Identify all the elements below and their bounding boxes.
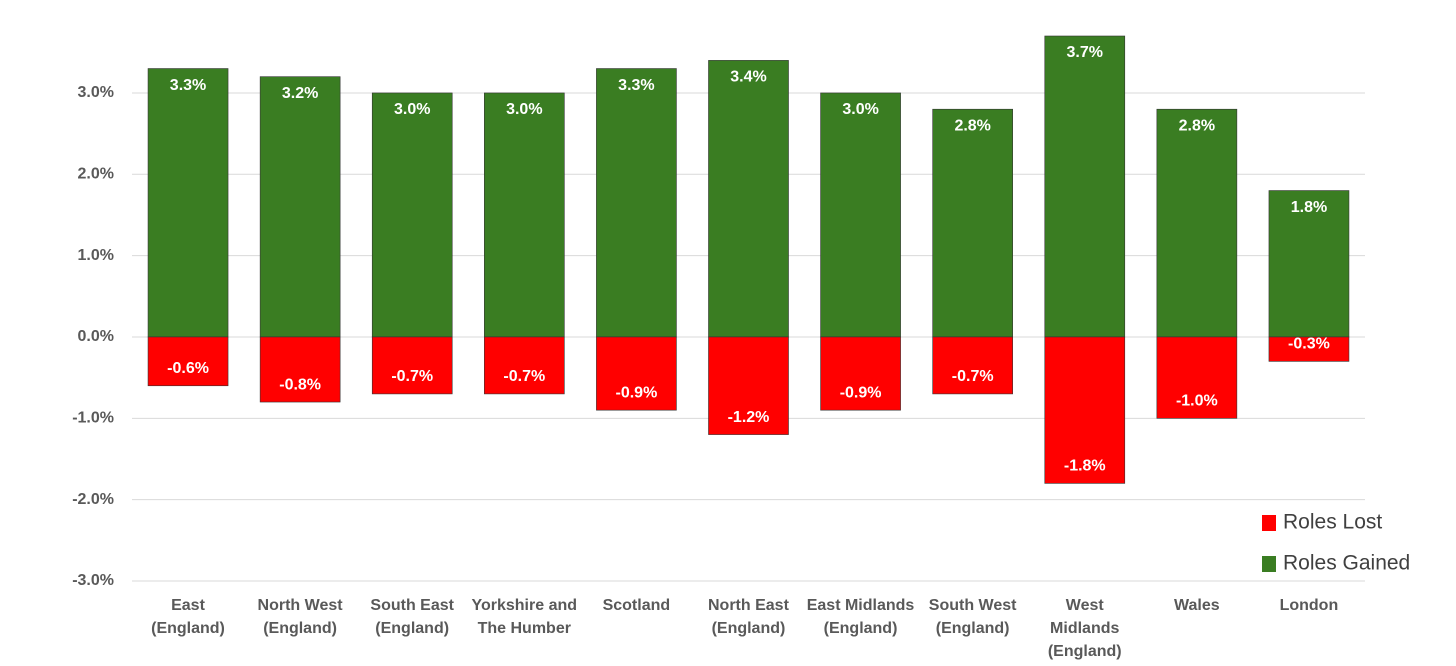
x-tick-label: Scotland <box>602 597 671 614</box>
data-label: -0.3% <box>1288 336 1330 353</box>
data-label: 2.8% <box>954 117 990 134</box>
legend-swatch <box>1262 515 1276 531</box>
bar <box>932 108 1013 338</box>
data-label: -1.0% <box>1176 393 1218 410</box>
x-tick-label: North West (England) <box>257 597 343 637</box>
bar <box>596 68 677 338</box>
bar <box>1156 336 1238 419</box>
legend-label: Roles Gained <box>1283 552 1410 575</box>
bar <box>484 92 565 338</box>
bar <box>259 76 341 338</box>
data-label: 3.3% <box>170 77 206 94</box>
bar <box>820 336 901 411</box>
bar <box>1268 336 1350 362</box>
bar <box>259 336 341 403</box>
legend-swatch <box>1262 556 1276 572</box>
x-tick-label: West Midlands (England) <box>1047 597 1122 660</box>
y-tick-label: -3.0% <box>72 572 114 589</box>
bar <box>1156 108 1238 338</box>
x-tick-label: East (England) <box>151 597 225 637</box>
bar <box>147 336 229 387</box>
y-tick-label: 1.0% <box>78 247 114 264</box>
bar <box>147 68 229 338</box>
data-label: -0.8% <box>279 376 321 393</box>
y-tick-label: 2.0% <box>78 166 114 183</box>
x-tick-label: London <box>1279 597 1339 614</box>
y-tick-label: 3.0% <box>78 84 114 101</box>
y-tick-label: -1.0% <box>72 410 114 427</box>
data-label: 3.4% <box>730 69 766 86</box>
bar <box>1044 336 1126 484</box>
data-label: -0.9% <box>840 384 882 401</box>
x-tick-label: Yorkshire and The Humber <box>471 597 578 637</box>
data-label: 3.2% <box>282 85 318 102</box>
data-label: -0.7% <box>952 368 994 385</box>
data-label: 2.8% <box>1179 117 1215 134</box>
data-label: -0.6% <box>167 360 209 377</box>
x-tick-label: Wales <box>1173 597 1220 614</box>
data-label: 3.0% <box>506 101 542 118</box>
bar <box>708 60 789 338</box>
x-tick-label: East Midlands (England) <box>806 597 915 637</box>
data-label: -0.9% <box>616 384 658 401</box>
bar <box>596 336 677 411</box>
bar <box>1044 35 1126 338</box>
data-label: -0.7% <box>391 368 433 385</box>
data-label: 3.7% <box>1067 44 1103 61</box>
x-tick-label: North East (England) <box>708 597 789 637</box>
legend-label: Roles Lost <box>1283 511 1382 534</box>
x-tick-label: South West (England) <box>928 597 1017 637</box>
bar <box>708 336 789 435</box>
data-label: -1.8% <box>1064 458 1106 475</box>
data-label: 3.0% <box>842 101 878 118</box>
data-label: 3.3% <box>618 77 654 94</box>
data-label: 3.0% <box>394 101 430 118</box>
bar <box>484 336 565 395</box>
bar <box>932 336 1013 395</box>
data-label: -1.2% <box>728 409 770 426</box>
bar <box>371 336 453 395</box>
data-label: 1.8% <box>1291 199 1327 216</box>
y-tick-label: 0.0% <box>78 328 114 345</box>
bar <box>371 92 453 338</box>
data-label: -0.7% <box>503 368 545 385</box>
bar <box>820 92 901 338</box>
x-tick-label: South East (England) <box>370 597 454 637</box>
y-tick-label: -2.0% <box>72 491 114 508</box>
